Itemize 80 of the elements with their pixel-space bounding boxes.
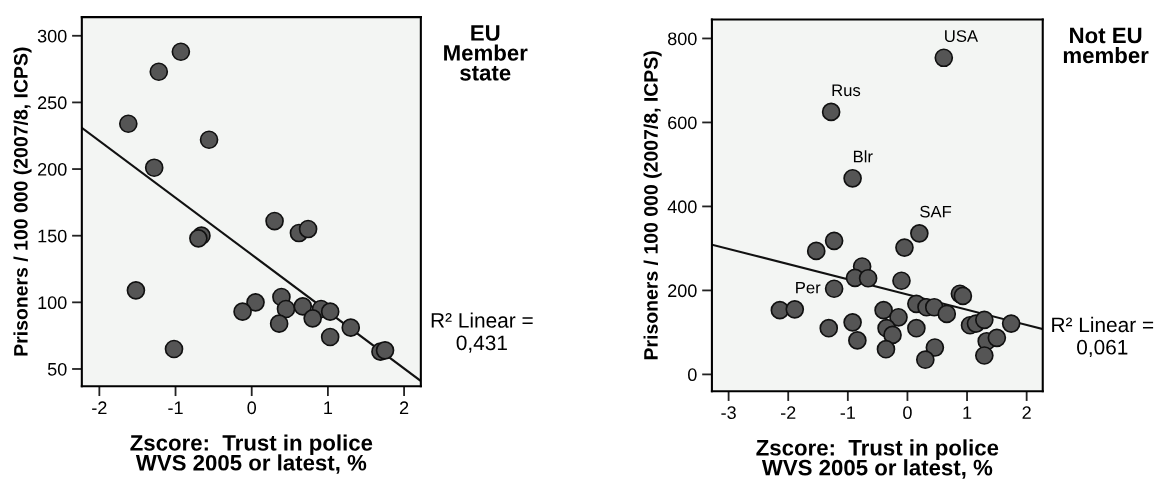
point xyxy=(876,339,896,359)
point xyxy=(144,158,164,178)
point xyxy=(843,168,862,188)
y-axis-title: Prisoners / 100 000 (2007/8, ICPS) xyxy=(643,51,662,360)
x-axis-title: Zscore: Trust in police WVS 2005 or latest, % xyxy=(130,434,373,474)
point xyxy=(341,318,361,338)
x-tick-label: 2 xyxy=(399,401,409,414)
point xyxy=(925,338,945,357)
point xyxy=(874,300,893,320)
text: Not EU member xyxy=(1063,27,1149,64)
point xyxy=(164,339,184,359)
x-tick-label: -1 xyxy=(168,401,183,414)
point xyxy=(974,346,994,365)
point xyxy=(246,293,265,312)
y-tick-label: 0 xyxy=(688,368,697,382)
annotation: USA xyxy=(945,30,979,42)
y-tick-label: 150 xyxy=(38,229,67,243)
x-tick-label: 0 xyxy=(247,401,257,415)
point xyxy=(934,48,954,68)
point xyxy=(269,314,289,334)
y-tick-label: 200 xyxy=(668,284,697,298)
point xyxy=(265,211,284,231)
point xyxy=(895,238,914,257)
annotation: SAF xyxy=(920,205,952,218)
x-tick-label: -3 xyxy=(721,406,736,420)
point xyxy=(233,302,252,322)
point xyxy=(915,350,935,370)
point xyxy=(303,308,323,328)
y-tick-label: 600 xyxy=(668,116,697,130)
y-tick-label: 250 xyxy=(38,96,67,110)
annotation: Blr xyxy=(853,150,873,163)
text: R² Linear = 0,431 xyxy=(431,312,533,353)
point xyxy=(298,219,318,239)
text: R² Linear = 0,061 xyxy=(1052,316,1154,358)
x-tick-label: 1 xyxy=(963,406,972,419)
point xyxy=(1001,314,1021,333)
point xyxy=(821,102,841,122)
x-tick-label: 0 xyxy=(903,406,912,420)
point xyxy=(907,318,926,338)
point xyxy=(375,340,395,360)
point xyxy=(126,281,146,300)
annotation: Per xyxy=(796,281,821,294)
y-tick-label: 50 xyxy=(47,362,67,376)
point xyxy=(843,312,862,332)
point xyxy=(118,114,138,134)
x-axis-title: Zscore: Trust in police WVS 2005 or latest, % xyxy=(756,439,999,479)
point xyxy=(293,297,313,316)
point xyxy=(889,307,908,327)
point xyxy=(199,130,219,150)
annotation: Rus xyxy=(832,84,861,97)
point xyxy=(320,302,340,322)
point xyxy=(806,241,826,261)
point xyxy=(276,299,296,319)
point xyxy=(824,279,844,299)
point xyxy=(883,325,902,345)
x-tick-label: -1 xyxy=(840,406,855,419)
x-tick-label: -2 xyxy=(780,406,796,419)
y-axis-title: Prisoners / 100 000 (2007/8, ICPS) xyxy=(13,47,32,356)
point xyxy=(848,331,867,350)
point xyxy=(819,318,839,338)
point xyxy=(974,310,994,330)
y-tick-label: 200 xyxy=(38,162,67,176)
y-tick-label: 400 xyxy=(667,200,697,214)
point xyxy=(937,304,957,324)
point xyxy=(910,223,929,243)
y-tick-label: 100 xyxy=(38,296,67,310)
point xyxy=(171,42,191,62)
point xyxy=(858,268,878,288)
x-tick-label: 1 xyxy=(324,401,333,414)
point xyxy=(785,299,805,319)
x-tick-label: -2 xyxy=(92,401,107,414)
point xyxy=(149,62,169,82)
point xyxy=(987,328,1007,348)
y-tick-label: 800 xyxy=(668,32,697,46)
x-tick-label: 2 xyxy=(1022,406,1031,419)
point xyxy=(824,231,844,251)
point xyxy=(892,271,911,291)
point xyxy=(320,327,340,347)
y-tick-label: 300 xyxy=(37,29,67,43)
text: EU Member state xyxy=(444,25,528,81)
